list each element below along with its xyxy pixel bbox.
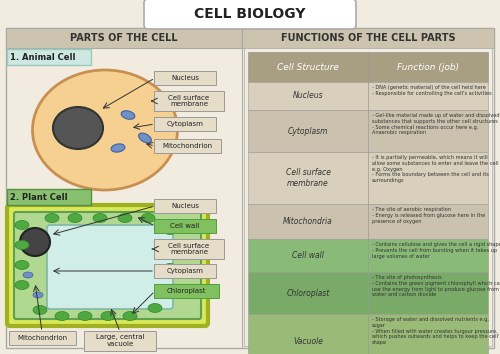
FancyBboxPatch shape bbox=[7, 189, 91, 205]
Ellipse shape bbox=[33, 292, 43, 298]
Ellipse shape bbox=[141, 213, 155, 223]
Ellipse shape bbox=[23, 272, 33, 278]
FancyBboxPatch shape bbox=[244, 48, 492, 346]
Ellipse shape bbox=[101, 312, 115, 320]
Ellipse shape bbox=[53, 107, 103, 149]
Ellipse shape bbox=[45, 213, 59, 223]
Text: Cell surface
membrane: Cell surface membrane bbox=[286, 168, 331, 188]
Ellipse shape bbox=[33, 306, 47, 314]
FancyBboxPatch shape bbox=[154, 117, 216, 131]
FancyBboxPatch shape bbox=[47, 225, 173, 309]
Ellipse shape bbox=[15, 221, 29, 229]
Text: - The site of aerobic respiration
- Energy is released from glucose here in the
: - The site of aerobic respiration - Ener… bbox=[372, 207, 485, 224]
Ellipse shape bbox=[15, 240, 29, 250]
Ellipse shape bbox=[15, 261, 29, 269]
Ellipse shape bbox=[55, 312, 69, 320]
Text: Nucleus: Nucleus bbox=[292, 91, 324, 101]
FancyBboxPatch shape bbox=[248, 272, 488, 314]
Text: CELL BIOLOGY: CELL BIOLOGY bbox=[194, 7, 306, 21]
Text: Mitochondria: Mitochondria bbox=[283, 217, 333, 226]
Text: Cell Structure: Cell Structure bbox=[277, 63, 339, 72]
FancyBboxPatch shape bbox=[154, 199, 216, 213]
Text: 1. Animal Cell: 1. Animal Cell bbox=[10, 52, 76, 62]
Text: 2. Plant Cell: 2. Plant Cell bbox=[10, 193, 68, 201]
FancyBboxPatch shape bbox=[154, 71, 216, 85]
Ellipse shape bbox=[138, 133, 151, 143]
Text: Cell wall: Cell wall bbox=[170, 223, 200, 229]
FancyBboxPatch shape bbox=[154, 239, 224, 259]
Text: Cytoplasm: Cytoplasm bbox=[166, 121, 203, 127]
Text: Cell surface
membrane: Cell surface membrane bbox=[168, 95, 209, 108]
Ellipse shape bbox=[20, 228, 50, 256]
FancyBboxPatch shape bbox=[248, 52, 488, 82]
FancyBboxPatch shape bbox=[248, 239, 488, 272]
FancyBboxPatch shape bbox=[242, 28, 494, 48]
FancyBboxPatch shape bbox=[154, 91, 224, 111]
Text: Nucleus: Nucleus bbox=[171, 203, 199, 209]
FancyBboxPatch shape bbox=[248, 314, 488, 354]
Text: Cytoplasm: Cytoplasm bbox=[166, 268, 203, 274]
Ellipse shape bbox=[163, 225, 177, 234]
FancyBboxPatch shape bbox=[144, 0, 356, 29]
FancyBboxPatch shape bbox=[154, 284, 219, 298]
FancyBboxPatch shape bbox=[6, 28, 242, 48]
Ellipse shape bbox=[93, 213, 107, 223]
FancyBboxPatch shape bbox=[7, 205, 208, 326]
Text: Chloroplast: Chloroplast bbox=[286, 289, 330, 297]
FancyBboxPatch shape bbox=[84, 331, 156, 351]
Text: - Storage of water and dissolved nutrients e.g.
sugar
- When filled with water c: - Storage of water and dissolved nutrien… bbox=[372, 317, 500, 345]
FancyBboxPatch shape bbox=[9, 331, 76, 345]
Ellipse shape bbox=[121, 111, 135, 119]
Text: Large, central
vacuole: Large, central vacuole bbox=[96, 335, 144, 348]
Text: Cytoplasm: Cytoplasm bbox=[288, 126, 328, 136]
Ellipse shape bbox=[68, 213, 82, 223]
Text: Mitochondrion: Mitochondrion bbox=[162, 143, 212, 149]
Text: Cell wall: Cell wall bbox=[292, 251, 324, 260]
Text: Nucleus: Nucleus bbox=[171, 75, 199, 81]
Ellipse shape bbox=[123, 312, 137, 320]
FancyBboxPatch shape bbox=[154, 219, 216, 233]
Text: - DNA (genetic material) of the cell held here
- Responsible for controlling the: - DNA (genetic material) of the cell hel… bbox=[372, 85, 492, 96]
FancyBboxPatch shape bbox=[248, 110, 488, 152]
Text: Cell surface
membrane: Cell surface membrane bbox=[168, 242, 209, 256]
Text: - Gel-like material made up of water and dissolved
substances that supports the : - Gel-like material made up of water and… bbox=[372, 113, 500, 135]
Ellipse shape bbox=[32, 70, 178, 190]
Ellipse shape bbox=[148, 303, 162, 313]
Text: - The site of photosynthesis
- Contains the green pigment chlorophyll which can
: - The site of photosynthesis - Contains … bbox=[372, 275, 500, 297]
Ellipse shape bbox=[78, 312, 92, 320]
Text: - It is partially permeable, which means it will
allow some substances to enter : - It is partially permeable, which means… bbox=[372, 155, 498, 183]
Ellipse shape bbox=[118, 213, 132, 223]
Text: Mitochondrion: Mitochondrion bbox=[18, 335, 68, 341]
Text: FUNCTIONS OF THE CELL PARTS: FUNCTIONS OF THE CELL PARTS bbox=[280, 33, 456, 43]
Ellipse shape bbox=[111, 144, 125, 152]
FancyBboxPatch shape bbox=[14, 212, 201, 319]
Ellipse shape bbox=[163, 263, 177, 273]
FancyBboxPatch shape bbox=[154, 139, 221, 153]
Text: PARTS OF THE CELL: PARTS OF THE CELL bbox=[70, 33, 178, 43]
Text: Vacuole: Vacuole bbox=[293, 337, 323, 346]
Ellipse shape bbox=[163, 285, 177, 295]
FancyBboxPatch shape bbox=[6, 28, 494, 348]
FancyBboxPatch shape bbox=[248, 82, 488, 110]
FancyBboxPatch shape bbox=[154, 264, 216, 278]
FancyBboxPatch shape bbox=[248, 204, 488, 239]
Ellipse shape bbox=[15, 280, 29, 290]
Text: Chloroplast: Chloroplast bbox=[166, 288, 206, 294]
Ellipse shape bbox=[163, 244, 177, 252]
FancyBboxPatch shape bbox=[7, 49, 91, 65]
FancyBboxPatch shape bbox=[248, 152, 488, 204]
Text: Function (job): Function (job) bbox=[397, 63, 459, 72]
Text: - Contains cellulose and gives the cell a rigid shape
- Prevents the cell from b: - Contains cellulose and gives the cell … bbox=[372, 242, 500, 259]
